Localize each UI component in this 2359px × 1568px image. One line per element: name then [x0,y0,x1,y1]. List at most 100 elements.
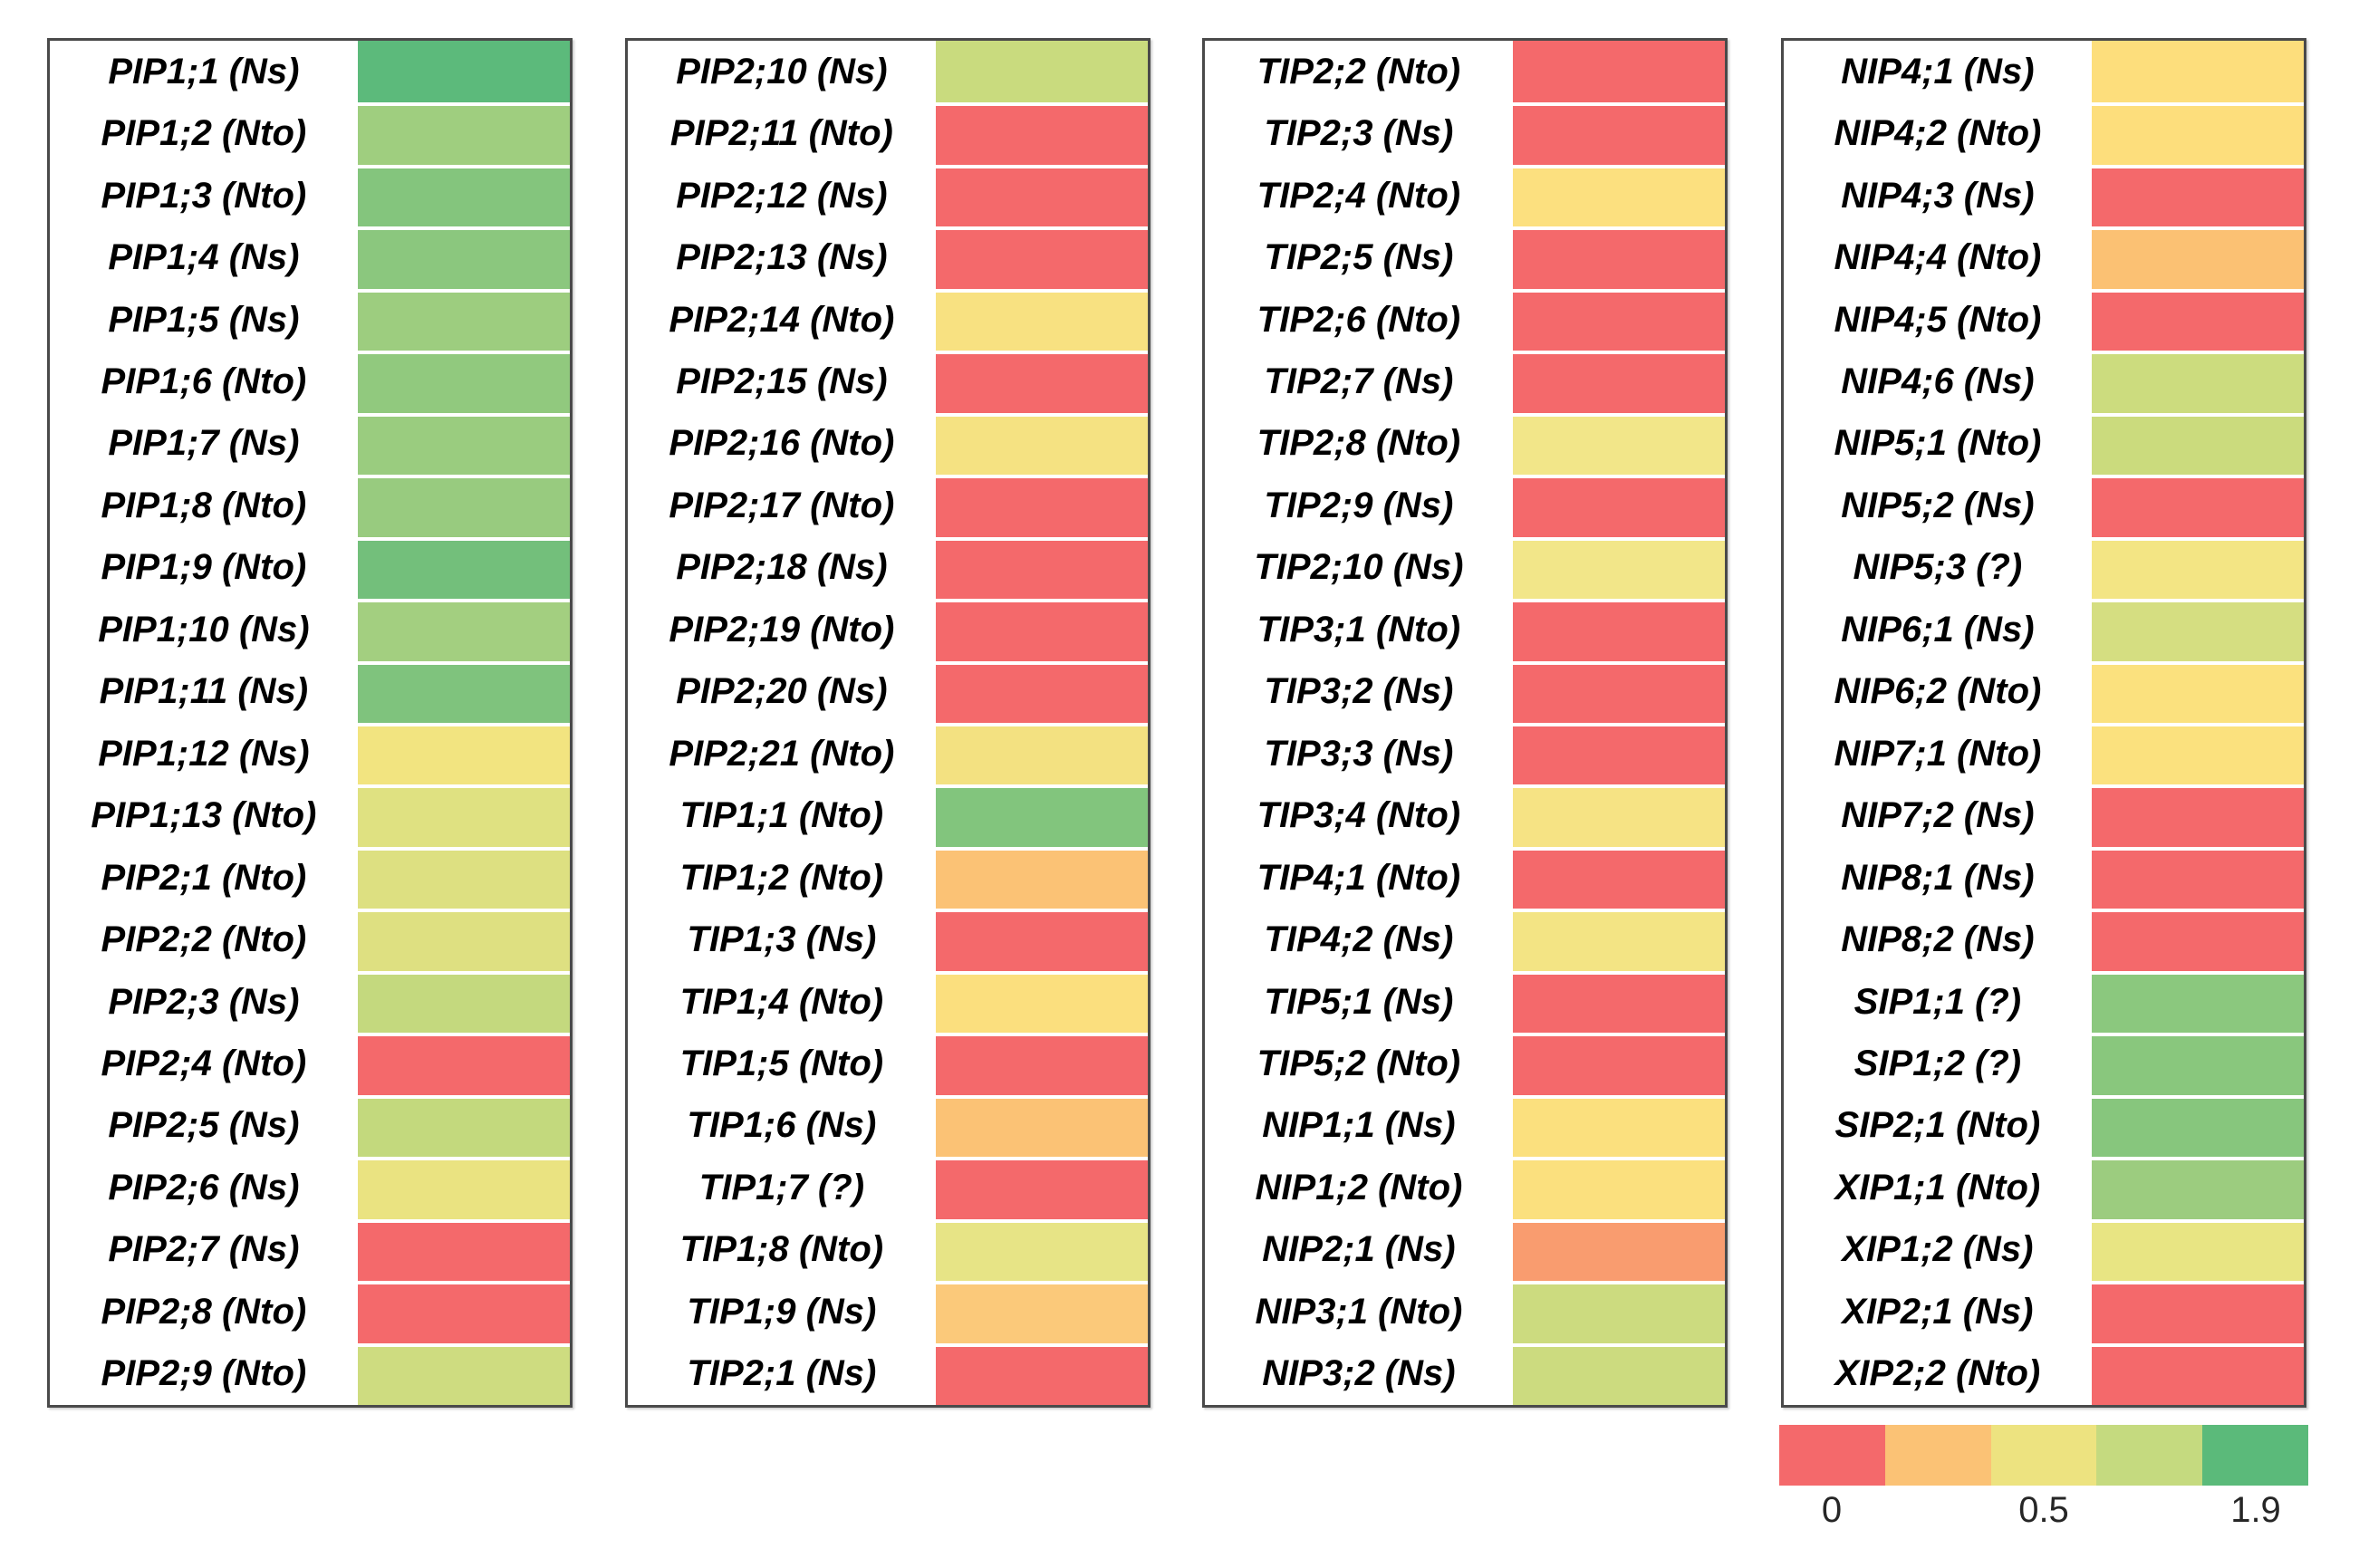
heatmap-row: SIP2;1 (Nto) [1784,1094,2304,1158]
heatmap-row: PIP1;8 (Nto) [50,475,570,537]
colorbar-tick-mid: 0.5 [2018,1490,2069,1530]
heatmap-row: TIP2;1 (Ns) [628,1342,1148,1405]
gene-label: PIP1;13 (Nto) [91,795,317,836]
heatmap-panel-tip-nip: TIP2;2 (Nto) TIP2;3 (Ns) TIP2;4 (Nto) TI… [1202,38,1728,1408]
expression-swatch [357,475,570,537]
gene-label: PIP1;10 (Ns) [98,609,310,649]
gene-label: SIP2;1 (Nto) [1834,1105,2041,1146]
gene-label: XIP1;1 (Nto) [1834,1167,2041,1207]
gene-label: NIP4;6 (Ns) [1841,361,2035,401]
gene-label: TIP3;1 (Nto) [1257,609,1461,649]
gene-label: PIP2;21 (Nto) [669,733,895,774]
heatmap-row: PIP1;4 (Ns) [50,226,570,289]
expression-swatch [2091,784,2304,847]
expression-swatch [1512,846,1725,909]
expression-swatch [2091,164,2304,227]
gene-label: TIP1;8 (Nto) [679,1229,884,1270]
heatmap-row: SIP1;2 (?) [1784,1033,2304,1095]
heatmap-row: PIP1;11 (Ns) [50,660,570,723]
gene-label: PIP2;11 (Nto) [669,113,893,154]
gene-label: TIP1;6 (Ns) [687,1105,877,1146]
expression-swatch [357,1033,570,1095]
expression-swatch [1512,784,1725,847]
gene-label: NIP4;5 (Nto) [1834,299,2042,340]
gene-label: NIP5;3 (?) [1853,547,2023,588]
heatmap-row: TIP1;2 (Nto) [628,846,1148,909]
expression-swatch [357,1157,570,1219]
colorbar [1779,1425,2308,1486]
expression-swatch [2091,412,2304,476]
expression-swatch [935,784,1148,847]
gene-label: NIP6;1 (Ns) [1841,609,2035,649]
expression-swatch [2091,1218,2304,1282]
gene-label: TIP2;10 (Ns) [1254,547,1464,588]
expression-swatch [935,1157,1148,1219]
gene-label: PIP1;6 (Nto) [101,361,307,401]
gene-label: PIP1;9 (Nto) [101,547,307,588]
heatmap-row: NIP6;1 (Ns) [1784,599,2304,661]
gene-label: PIP2;10 (Ns) [676,51,888,91]
gene-label: PIP2;13 (Ns) [676,237,888,278]
gene-label: SIP1;1 (?) [1854,981,2022,1022]
gene-label: PIP2;19 (Nto) [669,609,895,649]
expression-swatch [1512,1281,1725,1343]
heatmap-row: TIP3;4 (Nto) [1205,784,1725,847]
expression-swatch [935,1218,1148,1282]
heatmap-row: PIP2;4 (Nto) [50,1033,570,1095]
gene-label: PIP1;4 (Ns) [108,237,300,278]
expression-swatch [357,351,570,413]
heatmap-row: NIP7;2 (Ns) [1784,784,2304,847]
expression-swatch [1512,722,1725,785]
gene-label: PIP2;14 (Nto) [669,299,895,340]
expression-swatch [357,288,570,351]
gene-label: NIP8;2 (Ns) [1841,919,2035,960]
expression-swatch [2091,41,2304,103]
heatmap-row: PIP2;11 (Nto) [628,102,1148,165]
gene-label: PIP1;8 (Nto) [101,485,307,525]
gene-label: PIP1;7 (Ns) [108,423,300,464]
heatmap-row: XIP1;2 (Ns) [1784,1218,2304,1282]
gene-label: TIP2;5 (Ns) [1264,237,1454,278]
expression-swatch [2091,1342,2304,1405]
expression-swatch [1512,288,1725,351]
expression-swatch [935,536,1148,600]
heatmap-row: NIP8;1 (Ns) [1784,846,2304,909]
gene-label: PIP1;2 (Nto) [101,113,307,154]
expression-swatch [1512,1342,1725,1405]
heatmap-row: TIP2;2 (Nto) [1205,41,1725,103]
expression-swatch [357,41,570,103]
expression-swatch [357,164,570,227]
gene-label: NIP1;2 (Nto) [1255,1167,1463,1207]
heatmap-row: TIP4;1 (Nto) [1205,846,1725,909]
expression-swatch [357,722,570,785]
expression-swatch [1512,599,1725,661]
heatmap-row: PIP2;14 (Nto) [628,288,1148,351]
gene-label: TIP2;6 (Nto) [1257,299,1461,340]
heatmap-row: PIP1;5 (Ns) [50,288,570,351]
heatmap-row: PIP1;12 (Ns) [50,722,570,785]
expression-swatch [2091,288,2304,351]
gene-label: TIP5;1 (Ns) [1264,981,1454,1022]
heatmap-row: NIP1;2 (Nto) [1205,1157,1725,1219]
heatmap-row: PIP2;18 (Ns) [628,536,1148,600]
heatmap-row: TIP1;1 (Nto) [628,784,1148,847]
heatmap-row: TIP2;9 (Ns) [1205,475,1725,537]
gene-label: TIP3;3 (Ns) [1264,733,1454,774]
gene-label: PIP2;3 (Ns) [108,981,300,1022]
heatmap-row: PIP2;8 (Nto) [50,1281,570,1343]
expression-swatch [1512,1157,1725,1219]
expression-swatch [1512,909,1725,971]
expression-swatch [2091,599,2304,661]
colorbar-tick-min: 0 [1821,1490,1843,1530]
gene-label: NIP7;1 (Nto) [1834,733,2042,774]
expression-swatch [935,475,1148,537]
heatmap-row: NIP6;2 (Nto) [1784,660,2304,723]
expression-swatch [357,1342,570,1405]
heatmap-row: TIP3;3 (Ns) [1205,722,1725,785]
gene-label: PIP2;12 (Ns) [676,175,888,216]
gene-label: TIP1;1 (Nto) [679,795,884,836]
expression-swatch [357,226,570,289]
gene-label: NIP5;2 (Ns) [1841,485,2035,525]
heatmap-row: TIP2;7 (Ns) [1205,351,1725,413]
